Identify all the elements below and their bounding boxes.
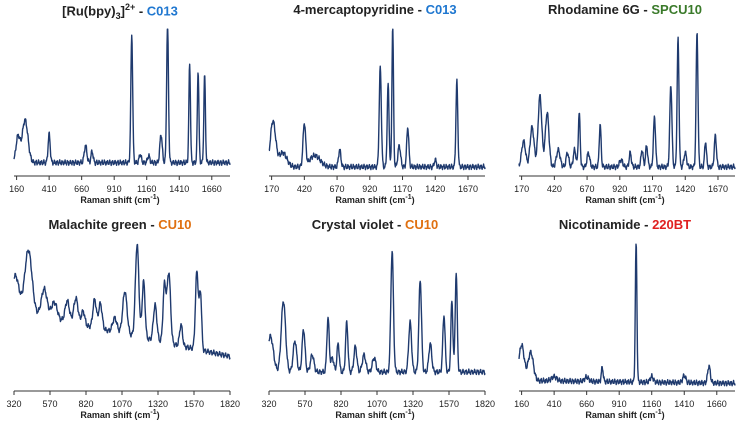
spectrum-line <box>13 243 231 360</box>
x-tick-label: 160 <box>514 399 529 409</box>
chart-title: Crystal violet - CU10 <box>311 217 439 232</box>
x-tick-label: 1320 <box>148 399 168 409</box>
x-axis-label: Raman shift (cm-1) <box>335 194 415 205</box>
x-tick-label: 320 <box>6 399 21 409</box>
substrate-label: CU10 <box>404 217 439 232</box>
x-tick-label: 820 <box>78 399 93 409</box>
panel-rhodamine-6g: Rhodamine 6G - SPCU10 170 420 670 920 1170 14… <box>505 0 745 210</box>
x-tick-label: 1170 <box>393 184 412 194</box>
spectrum-line <box>268 28 486 171</box>
x-tick-label: 1410 <box>169 184 189 194</box>
x-tick-label: 1170 <box>643 184 662 194</box>
spectrum-plot: 320 570 820 1070 1320 1570 1820 <box>261 250 495 409</box>
x-tick-label: 1320 <box>403 399 423 409</box>
x-tick-label: 1160 <box>642 399 661 409</box>
substrate-label: SPCU10 <box>651 2 702 17</box>
substrate-label: C013 <box>425 2 457 17</box>
x-axis-label: Raman shift (cm-1) <box>80 194 160 205</box>
spectrum-line <box>268 250 486 376</box>
x-tick-label: 920 <box>612 184 627 194</box>
panel-mercaptopyridine: 4-mercaptopyridine - C013 170 420 670 920 11… <box>255 0 495 210</box>
spectrum-line <box>518 243 736 387</box>
x-tick-label: 910 <box>612 399 627 409</box>
x-tick-label: 570 <box>42 399 57 409</box>
x-axis-label: Raman shift (cm-1) <box>585 194 665 205</box>
x-tick-label: 410 <box>547 399 562 409</box>
x-tick-label: 1820 <box>220 399 240 409</box>
x-tick-label: 670 <box>580 184 595 194</box>
chart-title: 4-mercaptopyridine - C013 <box>293 2 457 17</box>
x-axis-label: Raman shift (cm-1) <box>80 409 160 420</box>
x-tick-label: 160 <box>9 184 24 194</box>
x-tick-label: 1570 <box>184 399 204 409</box>
substrate-label: CU10 <box>158 217 192 232</box>
x-tick-label: 1660 <box>202 184 222 194</box>
x-tick-label: 570 <box>297 399 312 409</box>
x-axis-label: Raman shift (cm-1) <box>585 409 665 420</box>
x-tick-label: 420 <box>547 184 562 194</box>
spectrum-line <box>518 33 736 171</box>
spectrum-plot: 160 410 660 910 1160 1410 1660 <box>514 243 736 409</box>
chart-title: Rhodamine 6G - SPCU10 <box>548 2 702 17</box>
chart-title: Nicotinamide - 220BT <box>558 217 692 232</box>
panel-nicotinamide: Nicotinamide - 220BT 160 410 660 910 1160 141… <box>505 215 745 425</box>
x-tick-label: 1420 <box>675 184 695 194</box>
panel-crystal-violet: Crystal violet - CU10 320 570 820 1070 1320 1… <box>255 215 495 425</box>
x-tick-label: 420 <box>297 184 312 194</box>
substrate-label: 220BT <box>652 217 692 232</box>
x-tick-label: 1420 <box>425 184 445 194</box>
x-tick-label: 1820 <box>475 399 495 409</box>
substrate-label: C013 <box>146 3 178 19</box>
spectrum-line <box>13 28 231 167</box>
spectrum-plot: 170 420 670 920 1170 1420 1670 <box>514 33 736 194</box>
x-tick-label: 1660 <box>707 399 727 409</box>
x-tick-label: 660 <box>579 399 594 409</box>
x-tick-label: 1070 <box>367 399 387 409</box>
panel-ru-bpy: [Ru(bpy)3]2+ - C013 160 410 660 910 1160 1410… <box>0 0 240 210</box>
x-tick-label: 1410 <box>674 399 694 409</box>
spectrum-plot: 160 410 660 910 1160 1410 1660 <box>9 28 231 194</box>
spectrum-plot: 320 570 820 1070 1320 1570 1820 <box>6 243 240 409</box>
chart-title: Malachite green - CU10 <box>48 217 192 232</box>
x-tick-label: 670 <box>330 184 345 194</box>
x-tick-label: 1670 <box>708 184 728 194</box>
x-tick-label: 1570 <box>439 399 459 409</box>
panel-malachite-green: Malachite green - CU10 320 570 820 1070 1320… <box>0 215 240 425</box>
x-tick-label: 170 <box>514 184 529 194</box>
spectrum-plot: 170 420 670 920 1170 1420 1670 <box>264 28 486 194</box>
x-tick-label: 320 <box>261 399 276 409</box>
x-tick-label: 1160 <box>137 184 156 194</box>
chart-title: [Ru(bpy)3]2+ - C013 <box>62 2 178 21</box>
x-tick-label: 910 <box>107 184 122 194</box>
x-tick-label: 920 <box>362 184 377 194</box>
x-tick-label: 410 <box>42 184 57 194</box>
x-tick-label: 660 <box>74 184 89 194</box>
x-tick-label: 170 <box>264 184 279 194</box>
x-tick-label: 820 <box>333 399 348 409</box>
x-tick-label: 1070 <box>112 399 132 409</box>
x-axis-label: Raman shift (cm-1) <box>335 409 415 420</box>
x-tick-label: 1670 <box>458 184 478 194</box>
